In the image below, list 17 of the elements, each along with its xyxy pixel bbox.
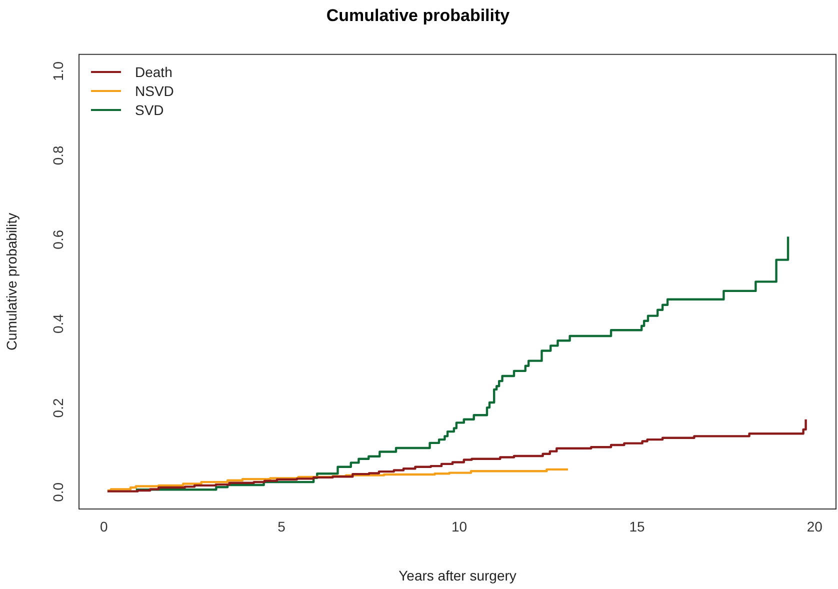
y-tick-label: 0.8	[50, 145, 66, 166]
y-axis-title: Cumulative probability	[3, 212, 20, 351]
x-tick-label: 10	[451, 518, 468, 534]
y-tick-label: 0.6	[50, 230, 66, 250]
y-tick-label: 0.4	[50, 314, 66, 334]
legend-label: SVD	[135, 102, 164, 118]
y-tick-label: 0.0	[50, 482, 66, 502]
legend-label: Death	[135, 64, 172, 80]
x-tick-label: 15	[629, 518, 645, 534]
x-axis-title: Years after surgery	[398, 567, 516, 584]
chart-title: Cumulative probability	[326, 6, 510, 25]
x-tick-label: 0	[100, 518, 108, 534]
x-tick-label: 5	[278, 518, 286, 534]
legend-label: NSVD	[135, 82, 174, 99]
y-tick-label: 1.0	[50, 61, 66, 81]
x-tick-label: 20	[806, 518, 823, 534]
y-tick-label: 0.2	[50, 398, 66, 418]
